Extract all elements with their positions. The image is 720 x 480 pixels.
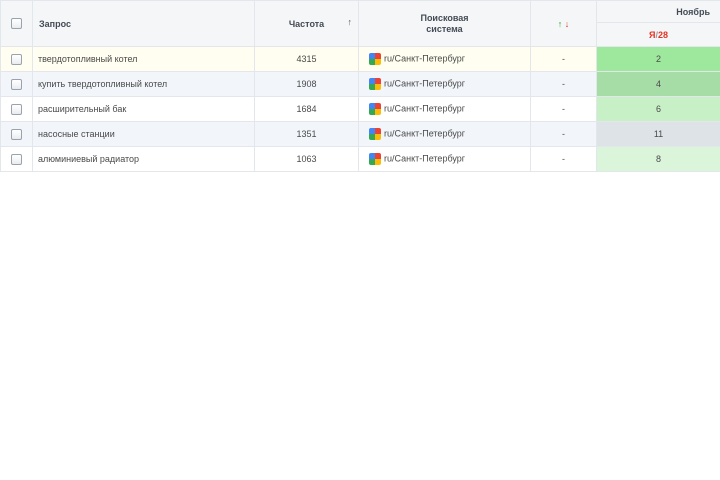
engine-cell: ru/Санкт-Петербург (358, 71, 531, 97)
date-separator: / (655, 29, 658, 40)
arrow-up-icon: ↑ (557, 18, 563, 29)
engine-region: ru/Санкт-Петербург (384, 128, 466, 139)
table-row[interactable]: насосные станции 1351 ru/Санкт-Петербург… (0, 121, 720, 147)
position-cell: 8 (596, 146, 720, 172)
change-cell: - (530, 121, 597, 147)
column-header-date[interactable]: Я/28 (596, 22, 720, 47)
select-all-cell (0, 0, 33, 47)
query-cell: расширительный бак (32, 96, 255, 122)
position-cell: 4 (596, 71, 720, 97)
row-checkbox[interactable] (11, 153, 22, 165)
position-cell: 11 (596, 121, 720, 147)
engine-cell: ru/Санкт-Петербург (358, 96, 531, 122)
engine-cell: ru/Санкт-Петербург (358, 121, 531, 147)
query-cell: насосные станции (32, 121, 255, 147)
engine-region: ru/Санкт-Петербург (384, 153, 466, 164)
table-row[interactable]: алюминиевый радиатор 1063 ru/Санкт-Петер… (0, 146, 720, 172)
engine-region: ru/Санкт-Петербург (384, 53, 466, 64)
search-engine-icon (369, 128, 381, 140)
search-engine-icon (369, 103, 381, 115)
select-all-checkbox[interactable] (11, 18, 22, 30)
column-header-change[interactable]: ↑ ↓ (530, 0, 597, 47)
frequency-cell: 1684 (254, 96, 359, 122)
position-cell: 6 (596, 96, 720, 122)
engine-region: ru/Санкт-Петербург (384, 78, 466, 89)
change-cell: - (530, 146, 597, 172)
row-checkbox-cell (0, 146, 33, 172)
frequency-cell: 4315 (254, 46, 359, 72)
row-checkbox-cell (0, 96, 33, 122)
frequency-cell: 1063 (254, 146, 359, 172)
table-row[interactable]: твердотопливный котел 4315 ru/Санкт-Пете… (0, 46, 720, 72)
change-cell: - (530, 46, 597, 72)
yandex-letter: Я (649, 29, 656, 40)
frequency-cell: 1908 (254, 71, 359, 97)
change-cell: - (530, 71, 597, 97)
row-checkbox[interactable] (11, 53, 22, 65)
query-cell: твердотопливный котел (32, 46, 255, 72)
frequency-cell: 1351 (254, 121, 359, 147)
position-cell: 2 (596, 46, 720, 72)
arrow-down-icon: ↓ (564, 18, 570, 29)
engine-region: ru/Санкт-Петербург (384, 103, 466, 114)
positions-table: Запрос Частота ↑ Поисковая система ↑ ↓ Н… (0, 0, 720, 172)
change-cell: - (530, 96, 597, 122)
column-header-month: Ноябрь (596, 0, 720, 23)
search-engine-icon (369, 78, 381, 90)
frequency-label: Частота (288, 18, 325, 29)
column-header-engine[interactable]: Поисковая система (358, 0, 531, 47)
search-engine-icon (369, 153, 381, 165)
table-row[interactable]: купить твердотопливный котел 1908 ru/Сан… (0, 71, 720, 97)
query-cell: купить твердотопливный котел (32, 71, 255, 97)
row-checkbox-cell (0, 71, 33, 97)
row-checkbox-cell (0, 46, 33, 72)
engine-cell: ru/Санкт-Петербург (358, 46, 531, 72)
engine-cell: ru/Санкт-Петербург (358, 146, 531, 172)
engine-label-line1: Поисковая (420, 12, 469, 23)
search-engine-icon (369, 53, 381, 65)
engine-label-line2: система (426, 23, 463, 34)
table-row[interactable]: расширительный бак 1684 ru/Санкт-Петербу… (0, 96, 720, 122)
row-checkbox[interactable] (11, 128, 22, 140)
query-cell: алюминиевый радиатор (32, 146, 255, 172)
row-checkbox[interactable] (11, 103, 22, 115)
date-value: 28 (657, 29, 668, 40)
column-header-query[interactable]: Запрос (32, 0, 255, 47)
row-checkbox[interactable] (11, 78, 22, 90)
sort-asc-icon[interactable]: ↑ (347, 17, 353, 27)
column-header-frequency[interactable]: Частота ↑ (254, 0, 359, 47)
row-checkbox-cell (0, 121, 33, 147)
